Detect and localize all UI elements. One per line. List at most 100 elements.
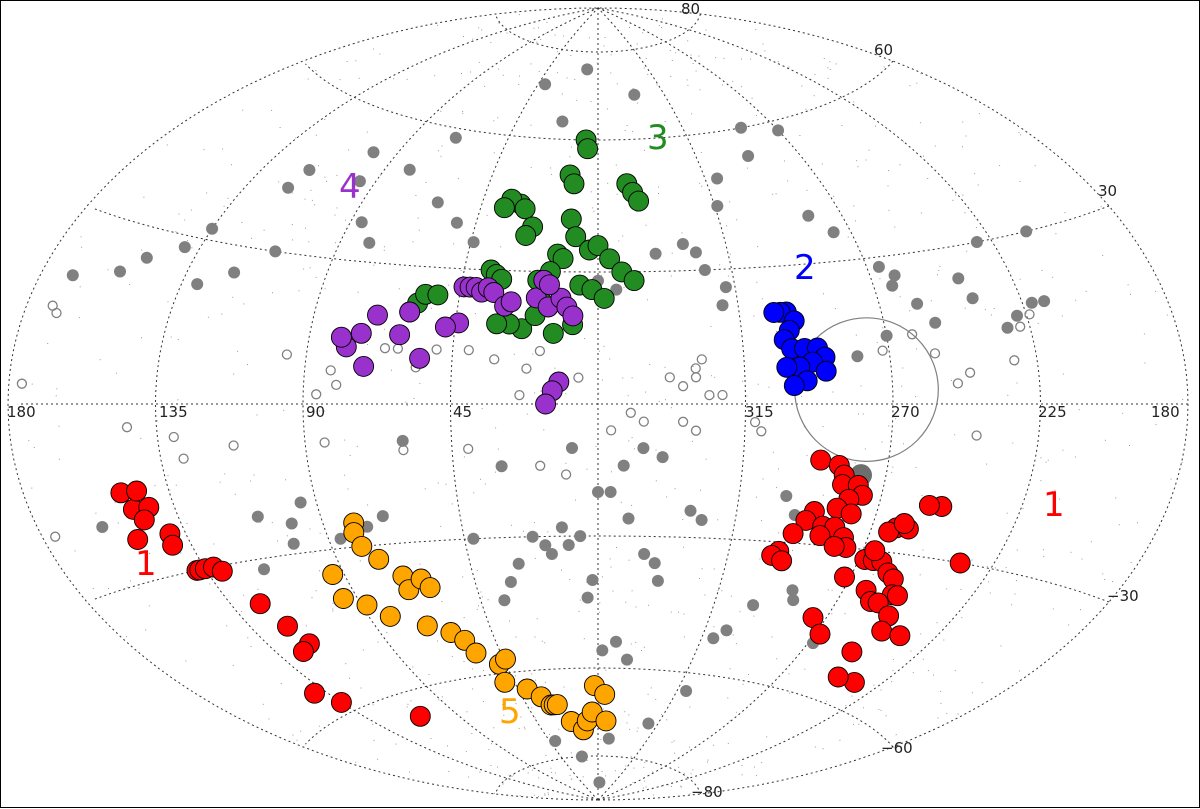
noise-dot <box>386 631 388 633</box>
noise-dot <box>984 309 986 311</box>
noise-dot <box>598 350 600 352</box>
noise-dot <box>1047 459 1049 461</box>
noise-dot <box>319 410 321 412</box>
noise-dot <box>632 88 634 90</box>
group-5-source-marker <box>546 694 568 716</box>
noise-dot <box>441 696 443 698</box>
group-5-source-marker <box>495 648 516 670</box>
noise-dot <box>698 55 700 57</box>
noise-dot <box>271 109 273 111</box>
noise-dot <box>616 193 618 195</box>
noise-dot <box>916 348 917 350</box>
noise-dot <box>520 716 522 718</box>
noise-dot <box>768 386 770 388</box>
noise-dot <box>437 640 438 642</box>
background-source-marker <box>872 260 885 273</box>
background-source-marker <box>676 238 689 250</box>
background-source-marker <box>711 172 724 185</box>
noise-dot <box>895 734 897 736</box>
noise-dot <box>359 560 361 562</box>
noise-dot <box>478 605 479 607</box>
noise-dot <box>975 227 977 228</box>
noise-dot <box>177 339 179 340</box>
noise-dot <box>735 643 737 645</box>
noise-dot <box>481 29 483 31</box>
noise-dot <box>107 269 109 271</box>
background-source-marker <box>802 209 815 222</box>
noise-dot <box>1034 165 1036 167</box>
group-3-source-marker <box>560 208 582 230</box>
background-source-marker <box>772 124 785 137</box>
noise-dot <box>1020 134 1022 136</box>
noise-dot <box>116 372 118 374</box>
noise-dot <box>207 316 209 318</box>
noise-dot <box>778 468 779 470</box>
noise-dot <box>323 410 325 412</box>
noise-dot <box>277 540 279 542</box>
noise-dot <box>648 604 649 606</box>
group-5-source-marker <box>332 588 354 609</box>
noise-dot <box>644 762 646 763</box>
noise-dot <box>646 299 648 301</box>
noise-dot <box>295 137 297 139</box>
noise-dot <box>643 646 645 648</box>
noise-dot <box>213 543 215 545</box>
noise-dot <box>746 395 748 397</box>
noise-dot <box>357 291 359 293</box>
noise-dot <box>902 367 904 369</box>
open-sources-layer <box>16 300 1035 542</box>
noise-dot <box>1170 478 1172 480</box>
noise-dot <box>1042 549 1044 551</box>
noise-dot <box>1000 645 1002 647</box>
noise-dot <box>1062 373 1064 375</box>
open-source-marker <box>1015 321 1026 332</box>
noise-dot <box>656 84 658 86</box>
noise-dot <box>47 343 49 344</box>
group-5-source-marker <box>416 615 438 637</box>
noise-dot <box>751 97 753 99</box>
noise-dot <box>141 337 142 339</box>
noise-dot <box>406 78 408 80</box>
noise-dot <box>888 425 890 427</box>
noise-dot <box>1054 489 1056 491</box>
group-1-source-marker <box>126 480 148 502</box>
noise-dot <box>409 771 410 773</box>
group-3-source-marker <box>628 190 650 212</box>
noise-dot <box>822 748 824 750</box>
noise-dot <box>853 101 855 103</box>
noise-dot <box>31 383 33 385</box>
group-1-source-marker <box>949 552 971 574</box>
noise-dot <box>713 744 715 746</box>
noise-dot <box>710 326 712 327</box>
noise-dot <box>645 391 647 393</box>
noise-dot <box>661 714 663 715</box>
open-source-marker <box>690 372 702 383</box>
noise-dot <box>538 796 539 798</box>
noise-dot <box>315 134 317 136</box>
group-5-source-marker <box>494 671 516 693</box>
noise-dot <box>310 189 312 191</box>
noise-dot <box>222 148 224 150</box>
noise-dot <box>515 675 516 677</box>
noise-dot <box>1130 293 1131 295</box>
noise-dot <box>711 375 713 377</box>
lon-tick-label: 225 <box>1038 403 1067 421</box>
noise-dot <box>231 164 232 166</box>
noise-dot <box>348 149 350 151</box>
noise-dot <box>919 574 921 576</box>
noise-dot <box>974 173 976 175</box>
noise-dot <box>56 388 58 390</box>
parallel-line <box>495 755 701 795</box>
open-source-marker <box>929 348 941 359</box>
noise-dot <box>372 704 374 706</box>
background-source-marker <box>376 510 389 523</box>
noise-dot <box>33 447 35 448</box>
group-3-source-marker <box>542 322 564 344</box>
noise-dot <box>518 14 520 16</box>
noise-dot <box>670 275 672 277</box>
noise-dot <box>178 213 180 215</box>
noise-dot <box>470 71 471 73</box>
noise-dot <box>476 570 478 572</box>
group-4-source-marker <box>367 304 388 326</box>
group-1-source-marker <box>249 593 271 615</box>
